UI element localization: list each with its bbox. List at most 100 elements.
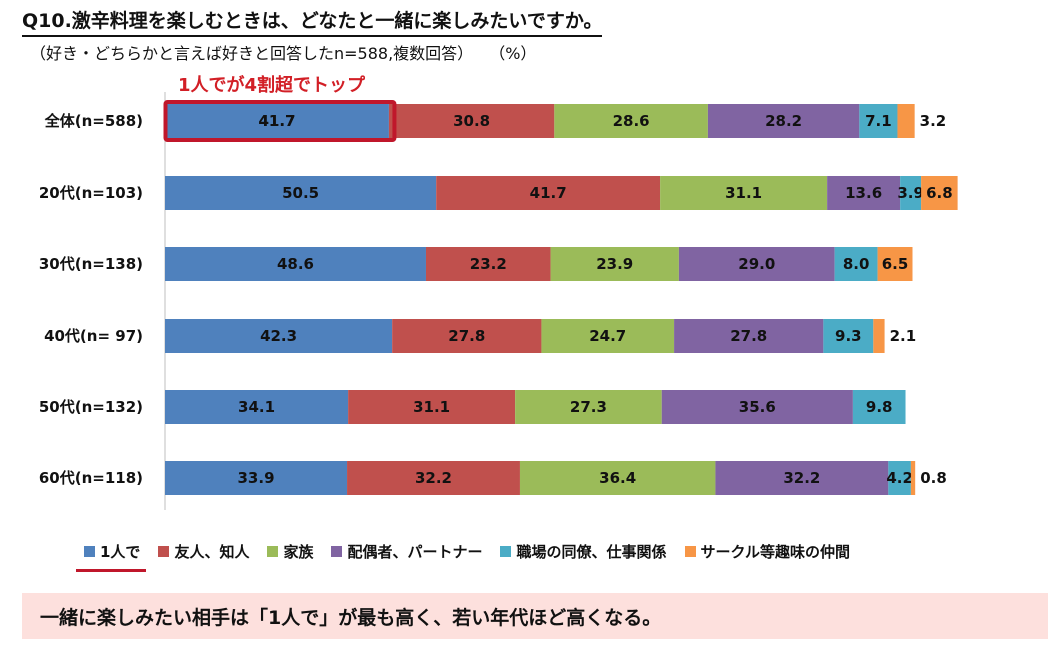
- data-label: 50.5: [282, 184, 319, 202]
- bar-segment: [910, 461, 916, 495]
- bar-segment: [660, 176, 828, 210]
- legend-highlight-underline: [76, 569, 147, 572]
- data-label: 41.7: [530, 184, 567, 202]
- data-label: 3.9: [897, 184, 924, 202]
- data-label: 0.8: [920, 469, 947, 487]
- data-label: 23.2: [470, 255, 507, 273]
- bar-segment: [674, 319, 824, 353]
- data-label: 27.3: [570, 398, 607, 416]
- bar-segment: [661, 390, 853, 424]
- data-label: 27.8: [730, 327, 767, 345]
- data-label: 35.6: [739, 398, 776, 416]
- data-label: 28.2: [765, 112, 802, 130]
- bar-segment: [678, 247, 835, 281]
- data-label: 3.2: [920, 112, 947, 130]
- legend-item: 1人で: [76, 541, 147, 572]
- data-label: 33.9: [238, 469, 275, 487]
- bar-segment: [165, 104, 389, 138]
- data-label: 8.0: [843, 255, 870, 273]
- bar-segment: [165, 461, 348, 495]
- highlight-box: [163, 100, 397, 142]
- legend-item: 家族: [267, 541, 313, 562]
- data-label: 7.1: [865, 112, 892, 130]
- category-label: 40代(n= 97): [44, 327, 143, 345]
- data-label: 31.1: [413, 398, 450, 416]
- bar-segment: [165, 176, 437, 210]
- bar-segment: [834, 247, 878, 281]
- legend-label: 配偶者、パートナー: [347, 543, 483, 561]
- data-label: 36.4: [599, 469, 636, 487]
- data-label: 29.0: [738, 255, 775, 273]
- data-label: 9.3: [835, 327, 862, 345]
- bar-segment: [873, 319, 885, 353]
- bar-segment: [852, 390, 906, 424]
- legend-swatch: [331, 546, 343, 557]
- bar-segment: [388, 104, 555, 138]
- chart-legend: 1人で 友人、知人 家族 配偶者、パートナー 職場の同僚、仕事関係 サークル等趣味の仲間: [76, 541, 868, 572]
- data-label: 27.8: [448, 327, 485, 345]
- bar-segment: [436, 176, 661, 210]
- unit-label: （%）: [497, 44, 537, 63]
- legend-swatch: [267, 546, 279, 557]
- legend-swatch: [84, 546, 95, 557]
- legend-item: 職場の同僚、仕事関係: [500, 541, 667, 562]
- legend-label: 家族: [283, 543, 314, 561]
- category-label: 60代(n=118): [39, 469, 143, 487]
- legend-item: 配偶者、パートナー: [331, 541, 482, 562]
- bar-segment: [425, 247, 551, 281]
- legend-item: サークル等趣味の仲間: [684, 541, 851, 562]
- data-label: 41.7: [258, 112, 295, 130]
- bar-segment: [165, 319, 393, 353]
- summary-text: 一緒に楽しみたい相手は「1人で」が最も高く、若い年代ほど高くなる。: [40, 606, 662, 629]
- data-label: 42.3: [260, 327, 297, 345]
- data-label: 48.6: [277, 255, 314, 273]
- data-label: 30.8: [453, 112, 490, 130]
- data-label: 24.7: [589, 327, 626, 345]
- bar-segment: [900, 176, 922, 210]
- data-label: 23.9: [596, 255, 633, 273]
- category-label: 20代(n=103): [39, 184, 143, 202]
- legend-label: サークル等趣味の仲間: [700, 543, 851, 561]
- data-label: 28.6: [613, 112, 650, 130]
- category-label: 50代(n=132): [39, 398, 143, 416]
- bar-segment: [921, 176, 958, 210]
- bar-segment: [859, 104, 898, 138]
- bar-segment: [897, 104, 915, 138]
- data-label: 4.2: [886, 469, 913, 487]
- data-label: 34.1: [238, 398, 275, 416]
- highlight-callout: 1人でが4割超でトップ: [178, 75, 366, 96]
- data-label: 6.5: [882, 255, 909, 273]
- data-label: 6.8: [926, 184, 953, 202]
- bar-segment: [348, 390, 516, 424]
- legend-label: 職場の同僚、仕事関係: [516, 543, 667, 561]
- bar-segment: [519, 461, 716, 495]
- summary-banner: 一緒に楽しみたい相手は「1人で」が最も高く、若い年代ほど高くなる。: [22, 593, 1048, 639]
- chart-subtitle: （好き・どちらかと言えば好きと回答したn=588,複数回答） （%）: [30, 40, 536, 64]
- legend-swatch: [500, 546, 512, 557]
- legend-label: 1人で: [100, 543, 141, 561]
- data-label: 2.1: [890, 327, 917, 345]
- bar-segment: [715, 461, 889, 495]
- bar-segment: [165, 390, 349, 424]
- bar-segment: [554, 104, 708, 138]
- bar-segment: [707, 104, 860, 138]
- bar-segment: [823, 319, 874, 353]
- data-label: 32.2: [783, 469, 820, 487]
- bar-segment: [165, 247, 426, 281]
- highlight-data-label: 41.7: [258, 112, 295, 130]
- legend-label: 友人、知人: [174, 543, 250, 561]
- data-label: 32.2: [415, 469, 452, 487]
- bar-segment: [392, 319, 542, 353]
- legend-swatch: [158, 546, 170, 557]
- data-label: 13.6: [845, 184, 882, 202]
- bar-segment: [888, 461, 911, 495]
- legend-swatch: [684, 546, 696, 557]
- bar-segment: [541, 319, 675, 353]
- bar-segment: [515, 390, 662, 424]
- stacked-bar-chart: 全体(n=588) 41.7 30.8 28.6 28.2 7.1 3.2 20代(n=103…: [39, 92, 958, 510]
- data-label: 9.8: [866, 398, 893, 416]
- bar-segment: [877, 247, 913, 281]
- category-label: 30代(n=138): [39, 255, 143, 273]
- chart-title: Q10.激辛料理を楽しむときは、どなたと一緒に楽しみたいですか。: [22, 6, 603, 37]
- data-label: 31.1: [725, 184, 762, 202]
